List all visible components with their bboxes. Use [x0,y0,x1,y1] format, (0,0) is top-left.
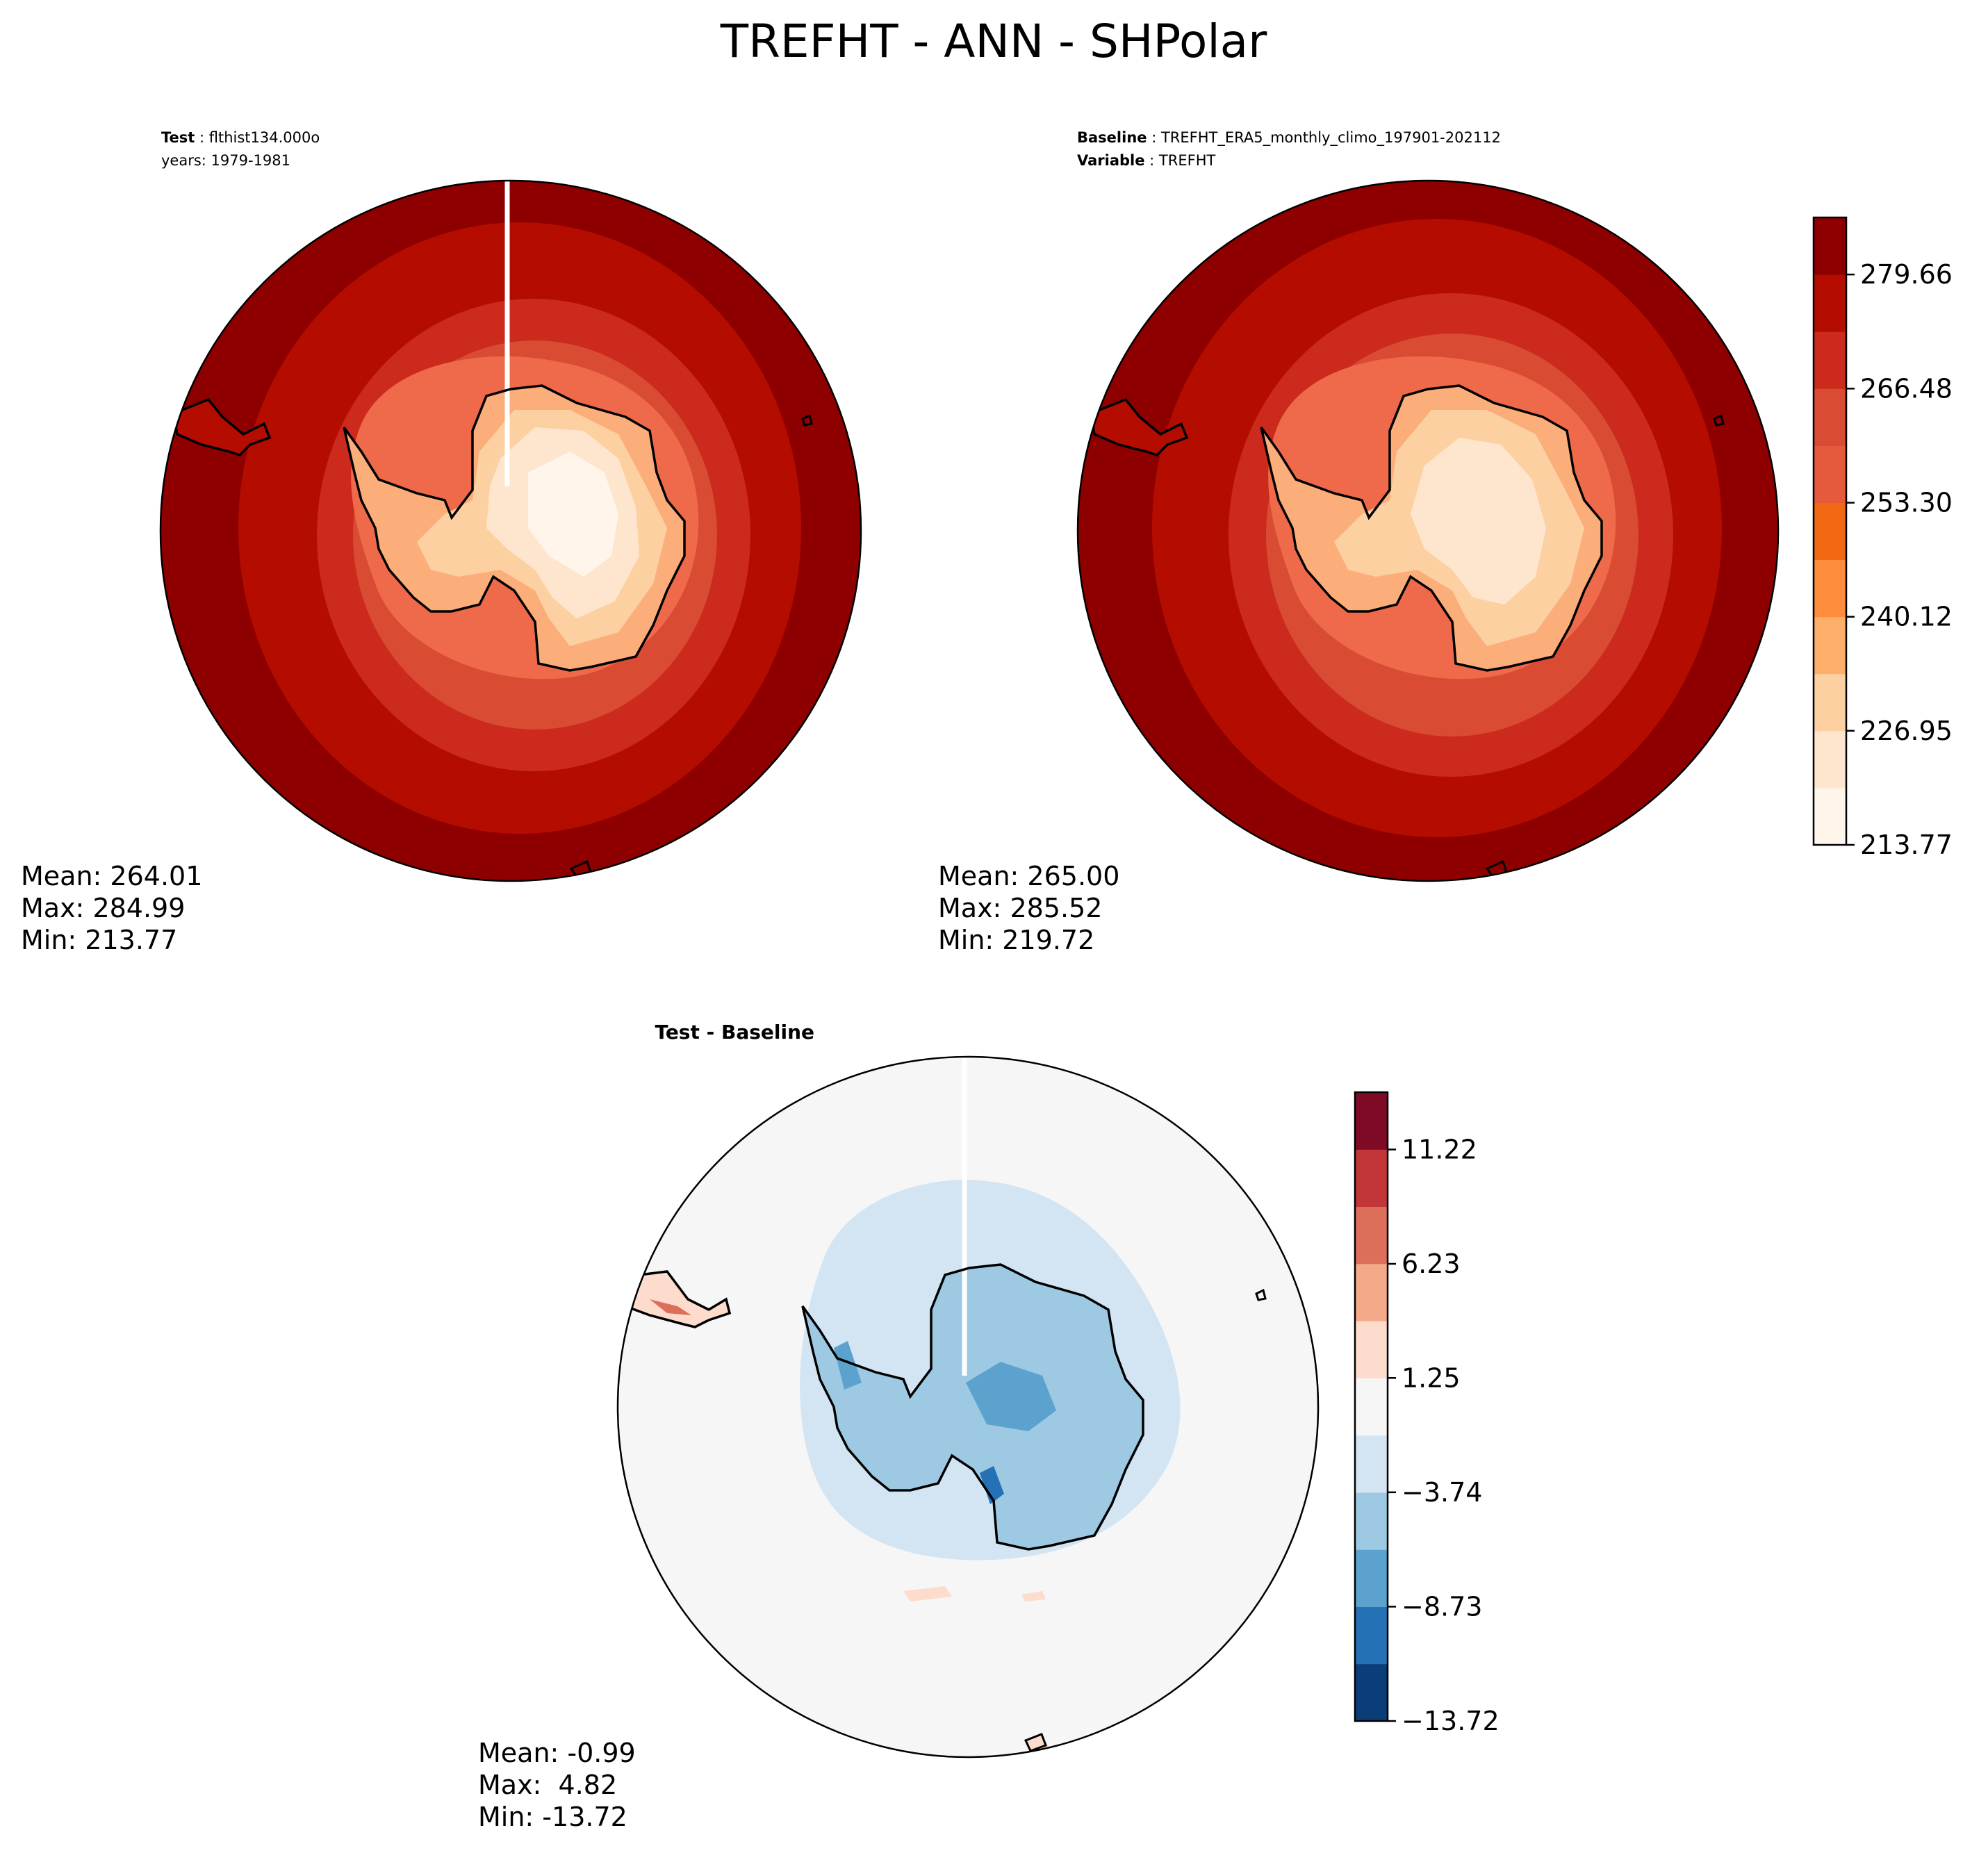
test-map [161,181,861,881]
diff-colorbar-swatch-7 [1355,1263,1388,1321]
diff-colorbar-tick-label-0: 11.22 [1402,1134,1477,1164]
baseline-colorbar-swatch-1 [1814,730,1846,789]
diff-map-border [616,1055,1320,1759]
diff-colorbar-swatch-2 [1355,1549,1388,1607]
baseline-colorbar-tick-label-0: 279.66 [1860,259,1953,290]
diff-header: Test - Baseline [655,1021,814,1044]
figure-title: TREFHT - ANN - SHPolar [720,15,1267,68]
baseline-variable-sep: : [1144,152,1158,169]
baseline-colorbar-frame [1812,216,1848,846]
diff-antarctica-coastline [801,1263,1144,1551]
baseline-colorbar-swatch-10 [1814,217,1846,275]
baseline-colorbar-tick-label-4: 226.95 [1860,716,1953,746]
baseline-header-line-2: Variable : TREFHT [1077,152,1215,169]
diff-island-2 [1024,1733,1047,1752]
diff-south-america-warm [650,1299,691,1315]
baseline-stat-min: Min: 219.72 [938,925,1094,955]
diff-colorbar-swatch-8 [1355,1206,1388,1265]
diff-stat-min: Min: -13.72 [478,1802,627,1832]
diff-colorbar-swatch-6 [1355,1321,1388,1378]
baseline-colorbar-swatch-6 [1814,445,1846,503]
diff-colorbar-tick-label-5: −13.72 [1402,1706,1500,1736]
baseline-colorbar-tick-label-5: 213.77 [1860,830,1953,860]
diff-warm-patch-2 [1021,1591,1046,1601]
test-header-label: Test [161,129,195,146]
panel-baseline: Baseline : TREFHT_ERA5_monthly_climo_197… [938,129,1953,955]
baseline-map [1078,181,1778,881]
diff-colorbar-swatch-3 [1355,1492,1388,1550]
diff-colorbar-frame [1354,1091,1389,1722]
diff-warm-patch-1 [903,1586,952,1601]
diff-colorbar-swatch-10 [1355,1092,1388,1150]
diff-colorbar-swatch-0 [1355,1663,1388,1722]
baseline-variable-label: Variable [1077,152,1144,169]
baseline-stat-max: Max: 285.52 [938,893,1102,923]
baseline-antarctica-coastline [1260,384,1603,672]
baseline-south-america [1090,397,1189,457]
diff-colorbar-swatch-9 [1355,1149,1388,1208]
panel-test: Test : flthist134.000o years: 1979-1981 … [21,129,862,955]
baseline-header-line-1: Baseline : TREFHT_ERA5_monthly_climo_197… [1077,129,1501,147]
diff-cool-patch-3 [834,1341,862,1390]
baseline-colorbar-swatch-2 [1814,673,1846,732]
diff-colorbar-tick-label-4: −8.73 [1402,1591,1482,1622]
diff-colorbar-swatch-1 [1355,1606,1388,1665]
test-map-border [159,179,862,882]
test-antarctica-coastline [343,384,686,672]
test-header-line-1: Test : flthist134.000o [161,129,320,146]
baseline-colorbar-swatch-0 [1814,787,1846,846]
baseline-antarctica-interior-2 [1411,438,1546,604]
diff-map [618,1057,1318,1757]
test-header-line-2: years: 1979-1981 [161,152,290,169]
baseline-colorbar-swatch-8 [1814,331,1846,389]
diff-colorbar-swatch-4 [1355,1435,1388,1493]
test-antarctica-interior-3 [528,452,618,577]
diff-island-1 [1255,1288,1267,1301]
diff-stat-mean: Mean: -0.99 [478,1738,636,1768]
diff-colorbar: 11.22 6.23 1.25 −3.74 −8.73 −13.72 [1354,1091,1500,1736]
baseline-colorbar-swatch-7 [1814,388,1846,446]
diff-colorbar-tick-label-1: 6.23 [1402,1249,1461,1279]
test-header-value: flthist134.000o [209,129,320,146]
baseline-colorbar-swatch-5 [1814,502,1846,561]
test-stat-min: Min: 213.77 [21,925,177,955]
diff-cool-patch-1 [966,1362,1056,1431]
baseline-colorbar-swatch-4 [1814,559,1846,618]
diff-colorbar-tick-label-2: 1.25 [1402,1362,1461,1393]
baseline-colorbar-tick-label-2: 253.30 [1860,488,1953,518]
baseline-header-value: TREFHT_ERA5_monthly_climo_197901-202112 [1160,129,1501,147]
test-stat-max: Max: 284.99 [21,893,185,923]
diff-colorbar-swatch-5 [1355,1378,1388,1436]
diff-cool-patch-2 [980,1466,1004,1504]
baseline-stat-mean: Mean: 265.00 [938,861,1119,891]
test-island-1 [801,413,813,427]
diff-colorbar-tick-label-3: −3.74 [1402,1477,1482,1508]
baseline-header-label: Baseline [1077,129,1147,146]
baseline-colorbar-swatch-3 [1814,616,1846,675]
baseline-variable-value: TREFHT [1158,152,1216,169]
test-header-sep: : [195,129,208,146]
baseline-colorbar: 279.66 266.48 253.30 240.12 226.95 213.77 [1812,216,1953,860]
baseline-colorbar-tick-label-3: 240.12 [1860,602,1953,632]
baseline-map-border [1076,179,1780,882]
diff-south-america [623,1270,732,1328]
test-stat-mean: Mean: 264.01 [21,861,202,891]
baseline-colorbar-swatch-9 [1814,274,1846,332]
baseline-header-sep: : [1147,129,1161,146]
panel-difference: Test - Baseline Mean: -0.99 Max: 4.82 Mi… [478,1021,1500,1832]
diff-antarctica-region [803,1265,1143,1549]
baseline-island-1 [1713,413,1725,427]
baseline-colorbar-tick-label-1: 266.48 [1860,373,1953,404]
test-south-america [172,397,272,457]
diff-stat-max: Max: 4.82 [478,1770,617,1800]
